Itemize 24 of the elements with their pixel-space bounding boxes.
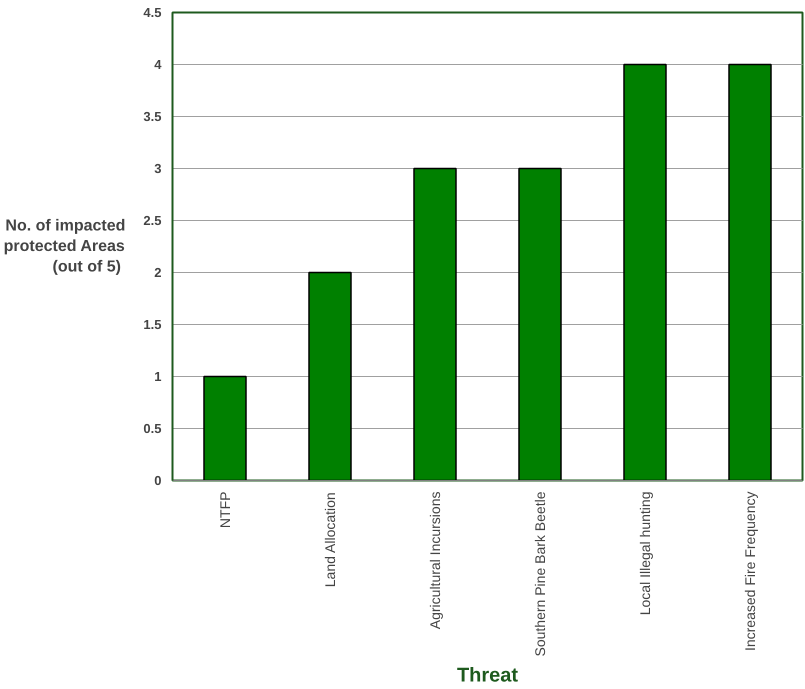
y-tick-label: 2.5: [143, 213, 162, 228]
bar: [623, 64, 667, 480]
y-tick-label: 1: [154, 369, 162, 384]
x-axis-title: Threat: [456, 664, 518, 686]
y-tick-label: 4.5: [143, 5, 162, 20]
y-tick-label: 1.5: [143, 317, 162, 332]
y-tick-label: 0.5: [143, 421, 162, 436]
bar: [518, 168, 562, 480]
y-tick-label: 4: [154, 57, 162, 72]
bar: [203, 376, 247, 480]
x-tick-label: Land Allocation: [322, 492, 338, 588]
bar: [413, 168, 457, 480]
bar: [728, 64, 772, 480]
x-tick-label: Increased Fire Frequency: [742, 491, 758, 652]
y-tick-label: 3.5: [143, 109, 162, 124]
y-tick-label: 0: [154, 473, 162, 488]
x-tick-label: NTFP: [217, 491, 233, 528]
x-tick-label: Local Illegal hunting: [637, 491, 653, 616]
y-tick-label: 3: [154, 161, 162, 176]
x-tick-label: Southern Pine Bark Beetle: [532, 491, 548, 656]
y-tick-label: 2: [154, 265, 162, 280]
bar: [308, 272, 352, 480]
x-tick-label: Agricultural Incursions: [427, 491, 443, 630]
y-axis-title: No. of impacted protected Areas (out of 5): [4, 218, 126, 276]
